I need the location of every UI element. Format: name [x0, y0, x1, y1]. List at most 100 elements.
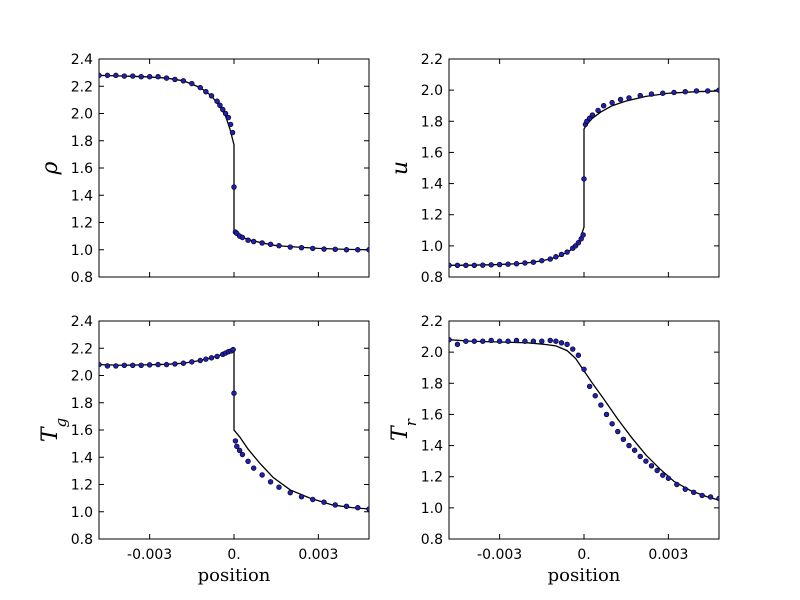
tr-data-point — [683, 487, 688, 492]
u-data-point — [463, 263, 468, 268]
tr-data-point — [497, 339, 502, 344]
tr-data-point — [565, 342, 570, 347]
tg-data-point — [113, 364, 118, 369]
tr-data-point — [480, 339, 485, 344]
tg-data-point — [260, 473, 265, 478]
tg-data-point — [232, 391, 237, 396]
tg-ytick-label: 2.0 — [71, 369, 93, 385]
rho-data-point — [251, 239, 256, 244]
tr-data-point — [582, 367, 587, 372]
tg-data-point — [181, 361, 186, 366]
tr-data-point — [447, 337, 452, 342]
tr-data-point — [700, 493, 705, 498]
rho-ytick-label: 1.4 — [71, 188, 93, 204]
u-data-point — [717, 88, 722, 93]
tr-data-point — [610, 421, 615, 426]
tg-data-point — [156, 362, 161, 367]
tr-ytick-label: 2.0 — [421, 345, 443, 361]
tr-data-point — [548, 338, 553, 343]
rho-data-point — [299, 245, 304, 250]
tg-ytick-label: 1.8 — [71, 396, 93, 412]
rho-ytick-label: 1.2 — [71, 216, 93, 232]
u-data-point — [506, 262, 511, 267]
u-ytick-label: 2.2 — [421, 52, 443, 68]
tr-ytick-label: 0.8 — [421, 532, 443, 548]
u-data-point — [514, 261, 519, 266]
u-data-point — [559, 252, 564, 257]
tg-ytick-label: 2.4 — [71, 314, 93, 330]
tr-ytick-label: 1.2 — [421, 470, 443, 486]
rho-data-point — [105, 73, 110, 78]
rho-ytick-label: 1.8 — [71, 134, 93, 150]
tg-data-point — [139, 363, 144, 368]
tr-axes-frame — [449, 321, 719, 539]
tr-ytick-label: 1.0 — [421, 501, 443, 517]
tr-data-point — [506, 339, 511, 344]
rho-data-point — [333, 247, 338, 252]
tg-data-point — [231, 347, 236, 352]
tr-series-line — [449, 340, 719, 500]
rho-ytick-label: 2.2 — [71, 79, 93, 95]
tr-data-point — [455, 342, 460, 347]
u-data-point — [447, 263, 452, 268]
tr-data-point — [570, 347, 575, 352]
u-data-point — [472, 263, 477, 268]
rho-data-point — [189, 81, 194, 86]
tr-data-point — [604, 412, 609, 417]
tg-data-point — [203, 357, 208, 362]
tg-xtick-label: 0.003 — [298, 547, 338, 563]
u-data-point — [649, 92, 654, 97]
tr-data-point — [553, 339, 558, 344]
rho-data-point — [310, 246, 315, 251]
rho-data-point — [164, 76, 169, 81]
u-data-point — [683, 89, 688, 94]
tg-data-point — [288, 490, 293, 495]
tg-xtick-label: 0. — [227, 547, 240, 563]
u-data-point — [627, 96, 632, 101]
rho-plot-area — [97, 73, 372, 252]
rho-data-point — [198, 85, 203, 90]
tg-ytick-label: 1.2 — [71, 478, 93, 494]
tr-data-point — [643, 459, 648, 464]
tr-data-point — [539, 339, 544, 344]
subplot-u: 0.81.01.21.41.61.82.02.2u — [388, 52, 721, 286]
rho-data-point — [97, 73, 102, 78]
rho-data-point — [173, 77, 178, 82]
tr-data-point — [576, 353, 581, 358]
tg-ylabel: Tg — [38, 418, 70, 442]
tr-data-point — [559, 340, 564, 345]
rho-data-point — [322, 247, 327, 252]
rho-data-point — [139, 74, 144, 79]
rho-ytick-label: 1.0 — [71, 243, 93, 259]
tr-data-point — [615, 429, 620, 434]
rho-ytick-label: 2.4 — [71, 52, 93, 68]
u-data-point — [660, 91, 665, 96]
u-ytick-label: 0.8 — [421, 270, 443, 286]
u-data-point — [455, 263, 460, 268]
tr-ylabel: Tr — [388, 418, 420, 441]
tg-data-point — [344, 504, 349, 509]
tg-data-point — [367, 507, 372, 512]
u-data-point — [480, 263, 485, 268]
tr-data-point — [674, 482, 679, 487]
tg-ytick-label: 1.0 — [71, 505, 93, 521]
tr-data-point — [472, 339, 477, 344]
tr-data-point — [598, 403, 603, 408]
rho-data-point — [203, 89, 208, 94]
rho-data-point — [113, 73, 118, 78]
tg-ytick-label: 1.4 — [71, 450, 93, 466]
tr-data-point — [691, 490, 696, 495]
u-data-point — [548, 257, 553, 262]
subplot-tg: 0.81.01.21.41.61.82.02.22.4-0.003 0. 0.003… — [38, 314, 371, 563]
rho-ytick-label: 0.8 — [71, 270, 93, 286]
u-data-point — [531, 260, 536, 265]
rho-data-point — [122, 74, 127, 79]
tr-ytick-label: 1.8 — [421, 376, 443, 392]
tr-xtick-label: 0.003 — [648, 547, 688, 563]
tr-data-point — [489, 338, 494, 343]
tg-data-point — [105, 364, 110, 369]
rho-data-point — [260, 241, 265, 246]
tr-data-point — [632, 448, 637, 453]
u-ytick-label: 2.0 — [421, 83, 443, 99]
u-data-point — [705, 89, 710, 94]
